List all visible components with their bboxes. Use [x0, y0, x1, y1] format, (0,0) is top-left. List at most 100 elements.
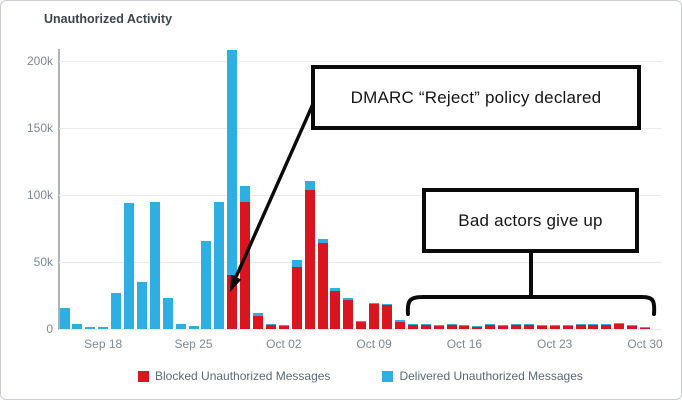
bar-segment-delivered: [446, 324, 457, 325]
bar-segment-blocked: [253, 316, 263, 329]
bar-segment-blocked: [523, 325, 534, 329]
bar-segment-delivered: [240, 186, 251, 202]
y-axis-label: 150k: [26, 121, 53, 135]
bar-segment-blocked: [601, 325, 612, 329]
x-axis-label: Oct 16: [446, 337, 483, 351]
legend-item-blocked: Blocked Unauthorized Messages: [138, 369, 330, 383]
bar-segment-delivered: [72, 324, 83, 329]
bar-segment-blocked: [356, 322, 367, 329]
x-axis-label: Oct 23: [537, 337, 573, 351]
bar-segment-blocked: [394, 322, 405, 329]
y-axis-label: 0: [46, 322, 53, 336]
bar-segment-delivered: [614, 323, 625, 324]
bar-segment-delivered: [627, 325, 638, 326]
bar-segment-delivered: [227, 50, 238, 275]
y-axis-label: 200k: [26, 54, 53, 68]
bar-segment-delivered: [549, 325, 560, 326]
bar-segment-blocked: [330, 291, 341, 329]
legend-label-delivered: Delivered Unauthorized Messages: [399, 369, 583, 383]
bar-segment-blocked: [614, 324, 625, 329]
bar-segment-blocked: [459, 326, 470, 329]
bar-segment-delivered: [136, 282, 147, 329]
bar-segment-blocked: [511, 325, 521, 329]
bar-segment-blocked: [382, 305, 392, 329]
dmarc-callout-text: DMARC “Reject” policy declared: [350, 87, 602, 107]
bar-segment-delivered: [343, 298, 354, 300]
bar-segment-delivered: [575, 324, 586, 325]
grid-line: [59, 61, 662, 62]
bar-segment-delivered: [562, 325, 573, 326]
bar-segment-blocked: [472, 327, 483, 329]
x-axis-label: Oct 30: [627, 337, 663, 351]
bar-segment-blocked: [240, 202, 251, 329]
bar-segment-blocked: [498, 326, 509, 329]
bar-segment-delivered: [601, 324, 612, 325]
bar-segment-delivered: [356, 321, 367, 322]
bar-segment-delivered: [498, 325, 509, 326]
grid-line: [59, 195, 662, 196]
bar-segment-blocked: [407, 325, 418, 329]
bar-segment-delivered: [420, 324, 431, 325]
legend-swatch-delivered: [382, 370, 394, 382]
bar-segment-delivered: [536, 325, 547, 326]
grid-line: [59, 329, 662, 330]
y-axis-label: 100k: [26, 188, 53, 202]
bar-segment-blocked: [588, 325, 599, 329]
bar-segment-blocked: [369, 304, 380, 329]
bad-actors-callout-text: Bad actors give up: [458, 210, 603, 230]
dmarc-callout-box: DMARC “Reject” policy declared: [311, 65, 641, 130]
bar-segment-blocked: [278, 326, 289, 329]
y-axis-label: 50k: [33, 255, 53, 269]
bar-segment-blocked: [627, 326, 638, 329]
bar-segment-blocked: [317, 243, 328, 329]
bar-segment-delivered: [124, 203, 134, 329]
chart-title: Unauthorized Activity: [44, 12, 173, 26]
bar-segment-delivered: [588, 324, 599, 325]
bar-segment-blocked: [575, 325, 586, 329]
bar-segment-delivered: [382, 304, 392, 305]
bar-segment-blocked: [485, 325, 496, 329]
legend-swatch-blocked: [138, 370, 149, 382]
chart-legend: Blocked Unauthorized Messages Delivered …: [138, 369, 583, 383]
bar-segment-blocked: [291, 267, 302, 329]
bar-segment-delivered: [459, 325, 470, 326]
bar-segment-delivered: [523, 324, 534, 325]
bar-segment-delivered: [640, 327, 650, 328]
bar-segment-delivered: [317, 239, 328, 243]
bar-segment-delivered: [253, 313, 263, 316]
bar-segment-delivered: [149, 202, 160, 329]
bar-segment-blocked: [265, 325, 276, 329]
bar-segment-delivered: [85, 327, 96, 329]
bar-segment-blocked: [536, 326, 547, 329]
bad-actors-callout-box: Bad actors give up: [422, 188, 639, 253]
bar-segment-delivered: [98, 327, 109, 329]
bar-segment-delivered: [59, 308, 70, 329]
bar-segment-delivered: [394, 320, 405, 322]
bar-segment-delivered: [511, 324, 521, 325]
bar-segment-delivered: [188, 326, 199, 329]
bar-segment-delivered: [407, 324, 418, 325]
bar-segment-delivered: [265, 324, 276, 325]
x-axis-label: Sep 18: [84, 337, 123, 351]
bar-segment-blocked: [562, 326, 573, 329]
bar-segment-delivered: [175, 324, 186, 329]
bar-segment-delivered: [278, 325, 289, 326]
legend-label-blocked: Blocked Unauthorized Messages: [155, 369, 331, 383]
x-axis-label: Oct 02: [266, 337, 302, 351]
bar-segment-delivered: [330, 288, 341, 291]
bar-segment-blocked: [446, 325, 457, 329]
legend-item-delivered: Delivered Unauthorized Messages: [382, 369, 583, 383]
bar-segment-blocked: [433, 326, 444, 329]
bar-segment-blocked: [343, 300, 354, 329]
bar-segment-delivered: [291, 260, 302, 267]
bar-segment-delivered: [111, 293, 122, 329]
bar-segment-delivered: [304, 181, 315, 190]
bar-segment-blocked: [549, 326, 560, 329]
bar-segment-blocked: [227, 275, 238, 329]
bar-segment-blocked: [304, 190, 315, 329]
x-axis-label: Sep 25: [174, 337, 213, 351]
bar-segment-delivered: [485, 324, 496, 325]
bar-segment-delivered: [214, 202, 225, 329]
x-axis-label: Oct 09: [356, 337, 392, 351]
